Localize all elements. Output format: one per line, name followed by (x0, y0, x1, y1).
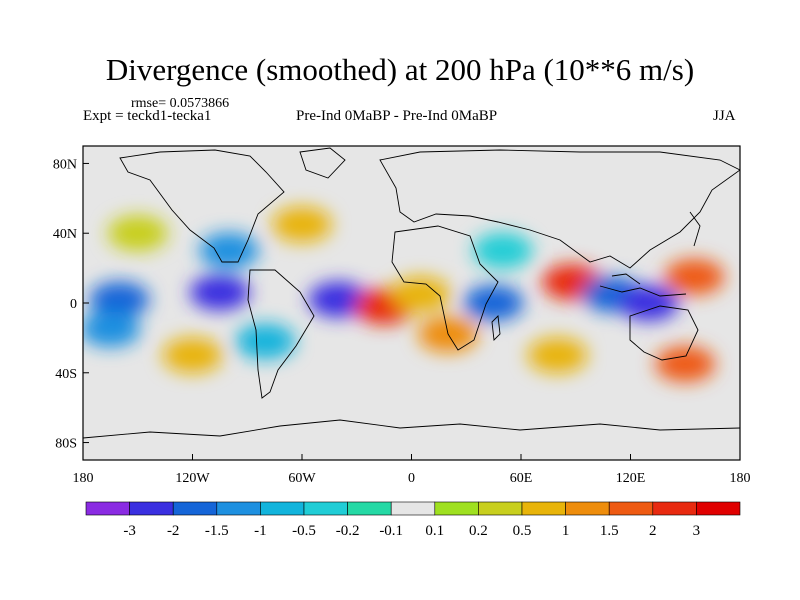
rmse-label: rmse= 0.0573866 (131, 96, 230, 111)
indonesia-coast (599, 273, 687, 297)
divergence-cell-2 (189, 274, 250, 311)
colorbar-swatch-6 (347, 501, 392, 516)
divergence-cell-16 (472, 232, 533, 269)
divergence-cell-13 (655, 346, 716, 383)
colorbar-label-4: -0.5 (292, 523, 316, 539)
colorbar-label-3: -1 (254, 523, 267, 539)
colorbar-label-9: 0.5 (513, 523, 532, 539)
colorbar-label-1: -2 (167, 523, 180, 539)
y-tick-label-3: 40S (55, 367, 77, 382)
colorbar-label-2: -1.5 (205, 523, 229, 539)
colorbar-label-13: 3 (693, 523, 701, 539)
eurasia-coast (379, 149, 740, 269)
colorbar-swatch-3 (216, 501, 261, 516)
north-america-coast (119, 149, 285, 263)
colorbar-label-11: 1.5 (600, 523, 619, 539)
colorbar-swatch-12 (608, 501, 654, 516)
greenland-coast (299, 147, 346, 179)
colorbar-swatch-2 (172, 501, 218, 516)
y-axis: 80N 40N 0 40S 80S (53, 157, 89, 452)
divergence-cell-0 (89, 281, 150, 318)
colorbar-label-0: -3 (123, 523, 136, 539)
antarctica-coast (83, 419, 740, 439)
colorbar-swatch-4 (260, 501, 305, 516)
divergence-cell-3 (235, 323, 296, 360)
y-tick-label-2: 0 (70, 297, 77, 312)
y-tick-label-0: 80N (53, 157, 77, 172)
season-label: JJA (713, 108, 736, 124)
x-tick-label-0: 180 (73, 471, 94, 486)
x-tick-label-6: 180 (730, 471, 751, 486)
experiment-label: Expt = teckd1-tecka1 (83, 108, 212, 124)
divergence-cell-15 (199, 232, 259, 269)
divergence-cell-19 (107, 215, 168, 252)
x-axis: 180 120W 60W 0 60E 120E 180 (73, 454, 751, 486)
colorbar-label-8: 0.2 (469, 523, 488, 539)
madagascar-coast (491, 315, 501, 341)
x-tick-label-2: 60W (288, 471, 316, 486)
x-tick-label-3: 0 (408, 471, 415, 486)
divergence-cell-18 (162, 337, 223, 374)
divergence-cell-17 (527, 337, 588, 374)
y-tick-label-4: 80S (55, 437, 77, 452)
colorbar-swatch-8 (434, 501, 479, 516)
colorbar-swatch-7 (390, 501, 436, 516)
africa-coast (391, 225, 499, 351)
colorbar-swatch-13 (652, 501, 697, 516)
colorbar-label-7: 0.1 (425, 523, 444, 539)
divergence-cell-12 (664, 258, 725, 295)
australia-coast (629, 305, 699, 361)
divergence-cell-1 (83, 311, 141, 348)
colorbar-swatch-14 (696, 501, 741, 516)
colorbar-swatch-9 (478, 501, 523, 516)
y-tick-label-1: 40N (53, 227, 77, 242)
colorbar-label-12: 2 (649, 523, 657, 539)
divergence-cell-4 (308, 281, 369, 318)
colorbar-label-6: -0.1 (379, 523, 403, 539)
colorbar-swatch-10 (521, 501, 566, 516)
x-tick-label-1: 120W (175, 471, 210, 486)
divergence-cell-11 (618, 285, 679, 321)
comparison-label: Pre-Ind 0MaBP - Pre-Ind 0MaBP (296, 108, 498, 124)
colorbar-label-5: -0.2 (336, 523, 360, 539)
x-tick-label-4: 60E (510, 471, 533, 486)
japan-coast (689, 211, 701, 247)
divergence-cell-14 (272, 206, 332, 243)
divergence-cell-6 (390, 276, 451, 313)
colorbar-swatch-1 (129, 501, 174, 516)
south-america-coast (247, 269, 315, 399)
x-tick-label-5: 120E (616, 471, 646, 486)
colorbar-swatch-11 (565, 501, 610, 516)
divergence-cell-8 (463, 285, 524, 321)
chart-title: Divergence (smoothed) at 200 hPa (10**6 … (105, 52, 695, 87)
coastlines (83, 147, 740, 439)
colorbar-swatch-0 (85, 501, 130, 516)
colorbar-label-10: 1 (562, 523, 570, 539)
colorbar-swatch-5 (303, 501, 348, 516)
colorbar: -3 -2 -1.5 -1 -0.5 -0.2 -0.1 0.1 0.2 0.5 1 1.5 2 3 (85, 501, 741, 539)
